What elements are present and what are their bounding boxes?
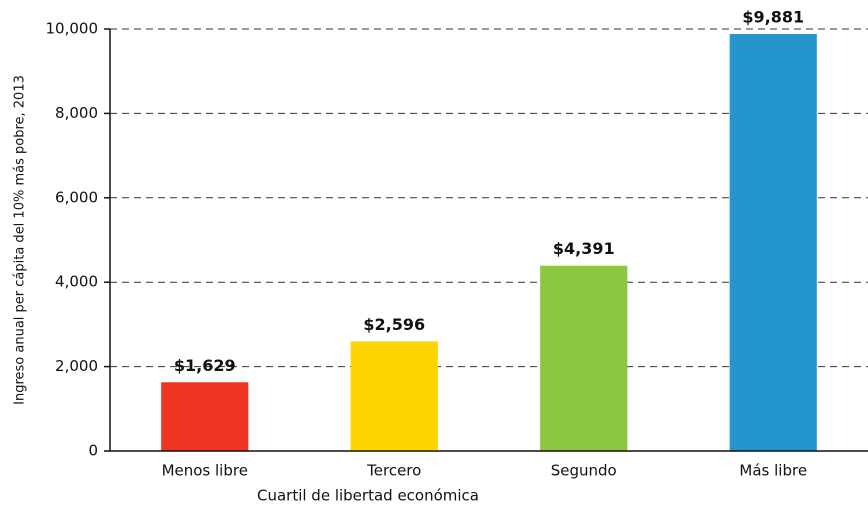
x-tick-label: Tercero: [366, 462, 421, 480]
bar: [161, 382, 249, 451]
value-label: $4,391: [553, 239, 615, 258]
x-axis-label: Cuartil de libertad económica: [257, 487, 479, 505]
y-tick-label: 10,000: [46, 20, 99, 38]
bar: [350, 341, 438, 451]
y-tick-label: 0: [88, 442, 98, 460]
value-label: $1,629: [174, 356, 236, 375]
x-tick-label: Segundo: [551, 462, 617, 480]
x-tick-label: Más libre: [739, 462, 807, 480]
y-tick-label: 6,000: [55, 188, 98, 206]
x-tick-label: Menos libre: [162, 462, 248, 480]
value-label: $9,881: [742, 8, 804, 27]
y-tick-label: 4,000: [55, 273, 98, 291]
bar: [540, 265, 628, 451]
y-tick-label: 2,000: [55, 357, 98, 375]
y-axis-label: Ingreso anual per cápita del 10% más pob…: [13, 75, 28, 405]
value-label: $2,596: [363, 315, 425, 334]
y-tick-label: 8,000: [55, 104, 98, 122]
bar: [729, 34, 817, 452]
